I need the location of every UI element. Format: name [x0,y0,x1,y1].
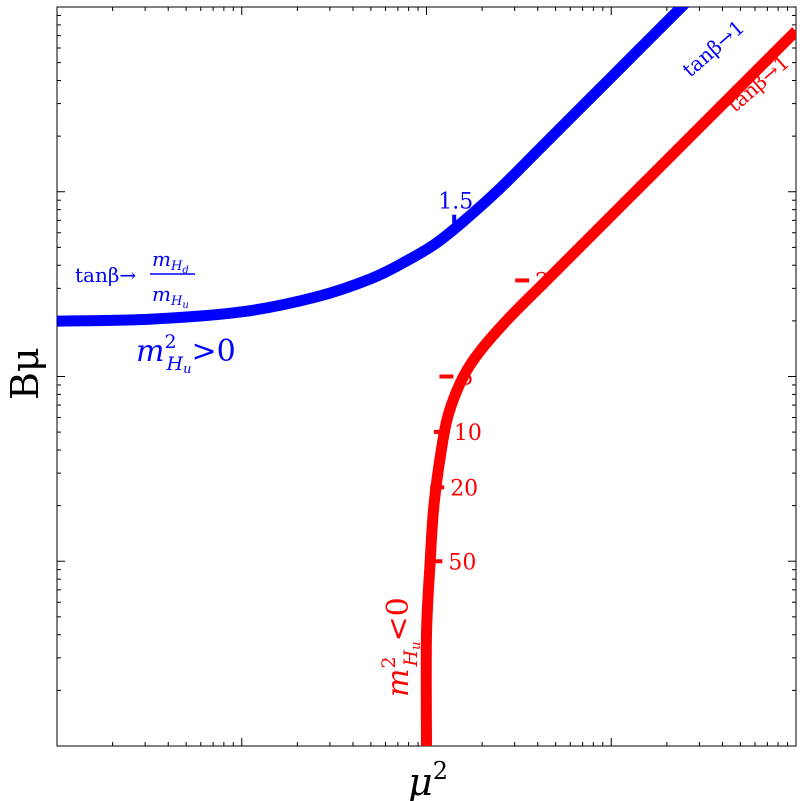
axis-tickmarks [56,6,797,747]
red-tick-label: 5 [459,366,473,391]
red-tanbeta-1-label: tanβ→1 [723,50,795,117]
red-tick-label: 2 [535,269,549,294]
x-axis-label: μ2 [408,757,448,801]
blue-tanbeta-1-label: tanβ→1 [678,15,750,82]
red-tick-label: 50 [448,550,476,575]
red-series-line [420,27,796,746]
y-axis-label: Bμ [3,347,47,400]
ratio-prefix: tanβ→ [75,263,136,287]
blue-ratio-label: tanβ→ mHd mHu [75,247,195,311]
series-group [57,7,796,746]
ratio-denominator: mHu [152,282,189,311]
blue-region-label: m2 Hu>0 [136,331,236,377]
blue-series-line [57,7,690,327]
red-region-label: m2Hu<0 [378,597,424,697]
red-tick-label: 20 [450,476,478,501]
ratio-numerator: mHd [152,247,189,276]
blue-tick-label: 1.5 [438,190,473,215]
red-tick-label: 10 [454,421,482,446]
curve-tick-group: 1.5 2 5 10 20 50 [428,190,549,575]
